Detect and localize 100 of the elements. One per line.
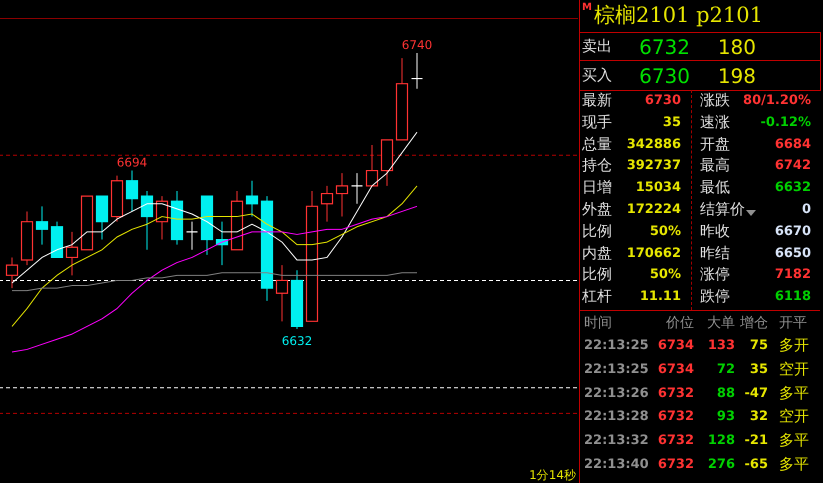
text: 88 [716, 386, 735, 401]
text: 22:13:40 [584, 457, 649, 472]
text: 持仓 [582, 156, 612, 174]
text: 6732 [639, 35, 690, 59]
text: -65 [744, 457, 768, 472]
text: 昨收 [700, 222, 730, 240]
text: 最高 [700, 156, 730, 174]
candlestick [246, 180, 258, 218]
text: 卖出 [582, 37, 612, 55]
text: 80/1.20% [743, 93, 811, 108]
text: 涨跌 [700, 91, 730, 109]
text: 比例 [582, 265, 612, 284]
text: 0 [802, 202, 811, 217]
text: 392737 [626, 158, 681, 174]
text: 6734 [658, 338, 694, 353]
text: 6650 [774, 246, 811, 261]
text: 6730 [639, 64, 690, 88]
text: 6730 [644, 93, 681, 108]
text: 空开 [779, 360, 809, 378]
text: 22:13:28 [584, 409, 649, 424]
candlestick [410, 52, 424, 90]
text: 1分14秒 [529, 468, 576, 482]
text: 180 [718, 35, 756, 59]
text: 多平 [779, 455, 809, 473]
text: 72 [716, 362, 735, 377]
text: 133 [708, 338, 735, 353]
text: 6732 [658, 409, 694, 424]
text: 22:13:32 [584, 433, 649, 448]
candlestick [336, 172, 348, 218]
text: 6732 [658, 386, 694, 401]
candlestick [156, 196, 168, 240]
candlestick [36, 206, 48, 246]
text: 35 [750, 362, 768, 377]
text: 50% [650, 267, 681, 282]
text: 128 [708, 433, 735, 448]
text: 170662 [626, 246, 681, 261]
candlestick [186, 221, 198, 250]
text: 跌停 [700, 287, 730, 306]
text: 内盘 [582, 244, 612, 262]
text: 价位 [666, 315, 694, 331]
candlestick [6, 256, 18, 289]
text: 日增 [582, 178, 612, 196]
text: 6118 [774, 289, 811, 304]
text: 多开 [779, 336, 809, 354]
text: 开平 [779, 315, 807, 331]
text: 多平 [779, 384, 809, 402]
text: 6734 [658, 362, 694, 377]
candlestick [126, 170, 138, 212]
text: 最低 [700, 178, 730, 196]
text: -21 [744, 433, 768, 448]
annotation: 6632 [282, 334, 312, 348]
annotation: 6694 [116, 156, 148, 170]
text: 6684 [774, 136, 811, 152]
text: 棕榈2101 p2101 [594, 3, 764, 27]
candlestick [276, 264, 288, 322]
text: 时间 [584, 315, 612, 331]
text: 现手 [582, 112, 612, 131]
text: 速涨 [700, 112, 730, 131]
text: -47 [744, 386, 768, 401]
text: 开盘 [700, 134, 730, 153]
text: 15034 [636, 180, 681, 196]
candlestick [320, 185, 334, 222]
text: 35 [662, 114, 681, 130]
text: 6742 [774, 158, 811, 174]
text: 276 [708, 457, 735, 472]
text: 75 [750, 338, 768, 353]
text: 买入 [582, 66, 612, 84]
text: 22:13:25 [584, 362, 649, 377]
text: 342886 [626, 136, 681, 152]
text: 22:13:26 [584, 386, 649, 401]
text: 7182 [774, 267, 811, 282]
text: 外盘 [582, 200, 612, 218]
text: 最新 [582, 91, 612, 109]
text: 11.11 [640, 289, 681, 304]
text: 大单 [707, 315, 735, 331]
text: 6670 [774, 224, 811, 239]
text: 总量 [582, 134, 612, 153]
text: 93 [716, 409, 735, 424]
candlestick [366, 144, 378, 186]
text: 22:13:25 [584, 338, 649, 353]
text: 172224 [626, 202, 681, 217]
candlestick [66, 231, 78, 276]
text: 涨停 [700, 265, 730, 284]
text: 昨结 [700, 244, 730, 262]
text: 结算价 [700, 200, 745, 218]
text: -0.12% [760, 114, 811, 130]
text: 增仓 [740, 315, 768, 331]
text: 6732 [658, 457, 694, 472]
text: 多平 [779, 431, 809, 450]
text: 32 [750, 409, 768, 424]
text: 6632 [774, 180, 811, 196]
text: 198 [718, 64, 756, 88]
candlestick [140, 190, 154, 250]
text: 比例 [582, 222, 612, 240]
text: 空开 [779, 407, 809, 426]
candlestick [350, 172, 364, 204]
annotation: 6740 [402, 38, 432, 52]
text: 6732 [658, 433, 694, 448]
text: 杠杆 [582, 287, 612, 306]
text: M [582, 2, 592, 13]
